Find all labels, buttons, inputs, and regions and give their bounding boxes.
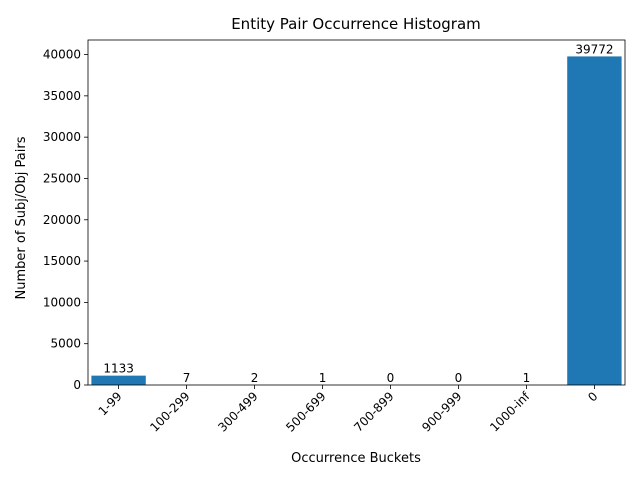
bar-value-label: 1 bbox=[523, 371, 531, 385]
chart-title: Entity Pair Occurrence Histogram bbox=[231, 15, 481, 33]
bar-value-label: 1133 bbox=[103, 362, 134, 376]
bar-value-label: 0 bbox=[387, 371, 395, 385]
y-tick-label: 15000 bbox=[43, 254, 81, 268]
y-tick-label: 40000 bbox=[43, 48, 81, 62]
y-tick-label: 5000 bbox=[50, 337, 81, 351]
bar bbox=[91, 375, 146, 385]
y-tick-label: 0 bbox=[73, 378, 81, 392]
bar-value-label: 7 bbox=[183, 371, 191, 385]
axes-frame bbox=[87, 39, 626, 386]
y-axis-label: Number of Subj/Obj Pairs bbox=[14, 136, 29, 299]
bar bbox=[567, 56, 622, 385]
y-tick-label: 30000 bbox=[43, 130, 81, 144]
bar-value-label: 1 bbox=[319, 371, 327, 385]
y-tick-label: 20000 bbox=[43, 213, 81, 227]
bar-value-label: 2 bbox=[251, 371, 259, 385]
x-axis-label: Occurrence Buckets bbox=[291, 451, 421, 466]
bar-value-label: 0 bbox=[455, 371, 463, 385]
y-tick-label: 10000 bbox=[43, 295, 81, 309]
y-tick-label: 25000 bbox=[43, 171, 81, 185]
bar-value-label: 39772 bbox=[575, 42, 613, 56]
y-tick-label: 35000 bbox=[43, 89, 81, 103]
